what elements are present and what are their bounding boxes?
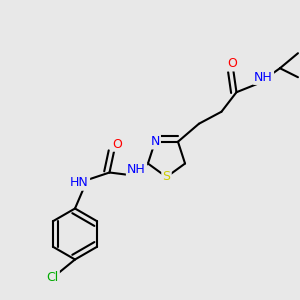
Text: Cl: Cl [46, 271, 58, 284]
Text: N: N [150, 135, 160, 148]
Text: O: O [227, 57, 237, 70]
Text: S: S [163, 170, 170, 184]
Text: NH: NH [127, 163, 146, 176]
Text: HN: HN [70, 176, 89, 190]
Text: O: O [112, 137, 122, 151]
Text: NH: NH [254, 71, 273, 84]
